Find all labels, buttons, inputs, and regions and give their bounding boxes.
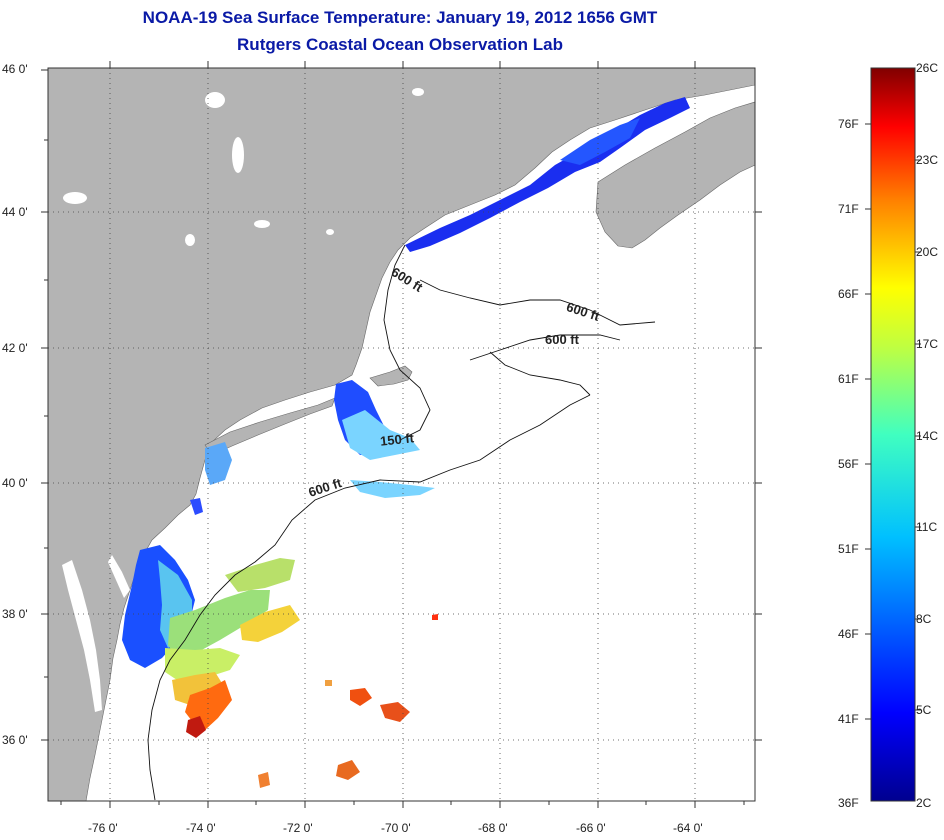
colorbar-label-f: 56F [838,457,859,471]
chesapeake-bay [62,560,102,712]
colorbar-label-c: 5C [916,703,932,717]
colorbar-label-c: 26C [916,61,939,75]
x-tick-label: -70 0' [381,821,411,835]
lake [326,229,334,235]
colorbar-label-f: 76F [838,117,859,131]
axis-ticks [41,61,762,808]
colorbar-label-c: 23C [916,153,939,167]
colorbar-label-f: 41F [838,712,859,726]
x-tick-label: -74 0' [186,821,216,835]
lake [232,137,244,173]
graticule [48,68,755,801]
lake [254,220,270,228]
y-tick-label: 40 0' [2,476,28,490]
colorbar-label-c: 20C [916,245,939,259]
x-tick-label: -72 0' [283,821,313,835]
colorbar-label-f: 46F [838,627,859,641]
delaware-bay [108,555,130,598]
colorbar-label-c: 11C [916,520,938,534]
us-mainland [48,68,755,801]
long-island [204,397,336,456]
depth-contours [147,244,656,801]
y-tick-label: 46 0' [2,62,28,76]
colorbar-label-f: 36F [838,796,859,810]
map-subtitle: Rutgers Coastal Ocean Observation Lab [237,35,563,54]
colorbar-label-f: 71F [838,202,859,216]
x-tick-label: -66 0' [576,821,606,835]
x-tick-label: -76 0' [88,821,118,835]
nova-scotia [595,101,755,249]
map-frame [47,67,756,802]
sst-patches [122,97,690,788]
colorbar-label-f: 51F [838,542,859,556]
x-tick-label: -68 0' [478,821,508,835]
colorbar-label-f: 66F [838,287,859,301]
lake [205,92,225,108]
colorbar-label-c: 17C [916,337,939,351]
lake [412,88,424,96]
y-tick-label: 42 0' [2,341,28,355]
colorbar-label-c: 2C [916,796,932,810]
x-tick-label: -64 0' [673,821,703,835]
y-tick-label: 44 0' [2,205,28,219]
colorbar-label-f: 61F [838,372,859,386]
colorbar [870,67,916,802]
y-tick-label: 38 0' [2,607,28,621]
colorbar-label-c: 14C [916,429,939,443]
colorbar-label-c: 8C [916,612,932,626]
lake [63,192,87,204]
lake [185,234,195,246]
contour-label: 600 ft [545,332,579,347]
y-tick-label: 36 0' [2,733,28,747]
map-title: NOAA-19 Sea Surface Temperature: January… [142,8,658,27]
colorbar-ticks [865,123,921,720]
